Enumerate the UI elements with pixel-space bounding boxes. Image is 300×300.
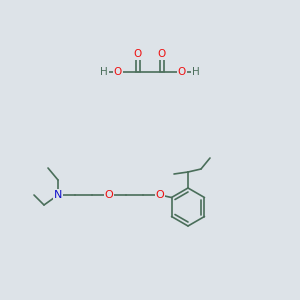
Text: O: O (178, 67, 186, 77)
Text: O: O (156, 190, 164, 200)
Text: O: O (158, 49, 166, 59)
Text: O: O (105, 190, 113, 200)
Text: O: O (134, 49, 142, 59)
Text: N: N (54, 190, 62, 200)
Text: O: O (114, 67, 122, 77)
Text: H: H (192, 67, 200, 77)
Text: H: H (100, 67, 108, 77)
